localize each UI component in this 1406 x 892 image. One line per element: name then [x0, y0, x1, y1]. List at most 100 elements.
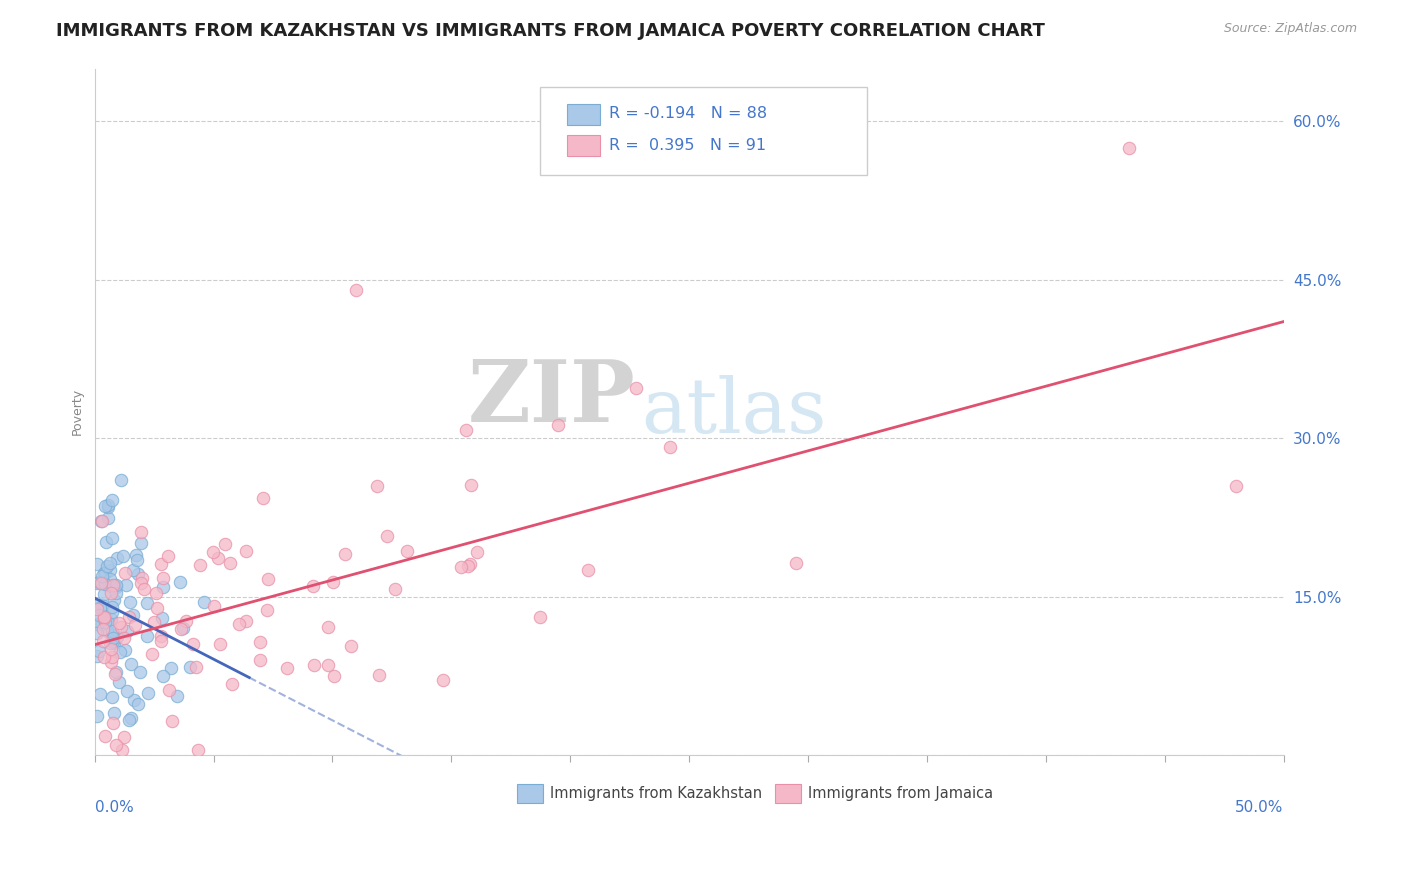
Point: [108, 675, 131, 690]
Point: [86, 599, 108, 613]
Point: [145, 600, 167, 615]
Point: [94, 729, 117, 743]
Point: [785, 556, 807, 570]
Point: [91, 623, 114, 637]
Text: 50.0%: 50.0%: [1236, 799, 1284, 814]
Bar: [775, 784, 801, 803]
Point: [112, 730, 135, 744]
Point: [110, 620, 132, 634]
Point: [93, 566, 115, 581]
Point: [658, 441, 681, 455]
Point: [112, 631, 135, 645]
Point: [228, 617, 250, 632]
Point: [150, 611, 173, 625]
Point: [149, 557, 172, 571]
Point: [322, 575, 344, 590]
Point: [127, 567, 149, 582]
Point: [114, 566, 136, 580]
Point: [152, 669, 174, 683]
Point: [118, 595, 141, 609]
Point: [120, 657, 142, 671]
Point: [316, 620, 339, 634]
Point: [100, 642, 122, 657]
Point: [98, 556, 121, 570]
Point: [186, 660, 208, 674]
Point: [103, 715, 125, 730]
Point: [626, 381, 648, 395]
Text: ZIP: ZIP: [468, 356, 636, 440]
Point: [98, 572, 121, 586]
Point: [460, 477, 482, 491]
Point: [101, 650, 124, 665]
Point: [460, 557, 482, 571]
Point: [129, 665, 152, 679]
Point: [395, 544, 418, 558]
Point: [214, 537, 236, 551]
Point: [96, 558, 118, 573]
Point: [103, 592, 125, 607]
Point: [93, 610, 115, 624]
Point: [86, 576, 108, 591]
Point: [86, 626, 108, 640]
Point: [135, 596, 157, 610]
Point: [104, 586, 127, 600]
Point: [134, 582, 156, 596]
Point: [91, 617, 114, 632]
Text: R = -0.194   N = 88: R = -0.194 N = 88: [609, 106, 768, 121]
Point: [124, 618, 146, 632]
Point: [91, 633, 114, 648]
Text: Immigrants from Kazakhstan: Immigrants from Kazakhstan: [550, 786, 762, 801]
Point: [157, 549, 180, 563]
Point: [87, 644, 110, 658]
Point: [136, 629, 159, 643]
Point: [90, 575, 112, 590]
Point: [101, 605, 124, 619]
Point: [256, 603, 278, 617]
Text: R =  0.395   N = 91: R = 0.395 N = 91: [609, 138, 766, 153]
Point: [249, 635, 271, 649]
Point: [454, 423, 477, 437]
Point: [221, 677, 243, 691]
Point: [333, 548, 356, 562]
Point: [249, 653, 271, 667]
Point: [101, 631, 124, 645]
Point: [235, 614, 257, 628]
Point: [105, 550, 128, 565]
Point: [129, 536, 152, 550]
Point: [131, 571, 153, 585]
Point: [94, 615, 117, 629]
Point: [1118, 141, 1140, 155]
Bar: [567, 135, 600, 156]
Text: Immigrants from Jamaica: Immigrants from Jamaica: [808, 786, 993, 801]
Point: [101, 599, 124, 614]
Point: [86, 649, 108, 664]
Point: [152, 580, 174, 594]
Point: [141, 648, 163, 662]
Text: IMMIGRANTS FROM KAZAKHSTAN VS IMMIGRANTS FROM JAMAICA POVERTY CORRELATION CHART: IMMIGRANTS FROM KAZAKHSTAN VS IMMIGRANTS…: [56, 22, 1045, 40]
Point: [100, 612, 122, 626]
Point: [86, 616, 108, 631]
Point: [457, 558, 479, 573]
Point: [302, 657, 325, 672]
Point: [86, 709, 108, 723]
Point: [101, 634, 124, 648]
Point: [166, 690, 188, 704]
Point: [110, 645, 132, 659]
Point: [432, 673, 454, 687]
Point: [188, 558, 211, 572]
Text: 0.0%: 0.0%: [94, 799, 134, 814]
Point: [97, 616, 120, 631]
Point: [142, 615, 165, 629]
Point: [101, 690, 124, 705]
Point: [101, 493, 124, 508]
Point: [529, 610, 551, 624]
Point: [172, 621, 194, 635]
Point: [344, 283, 367, 297]
Bar: [567, 104, 600, 125]
Point: [97, 498, 120, 512]
Point: [93, 611, 115, 625]
Point: [187, 742, 209, 756]
Point: [86, 602, 108, 616]
Point: [104, 580, 127, 594]
Point: [129, 575, 152, 590]
